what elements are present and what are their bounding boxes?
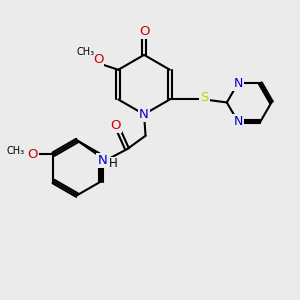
Text: O: O bbox=[139, 25, 149, 38]
Text: H: H bbox=[109, 158, 118, 170]
Text: CH₃: CH₃ bbox=[7, 146, 25, 156]
Text: N: N bbox=[139, 108, 149, 121]
Text: N: N bbox=[233, 76, 243, 90]
Text: S: S bbox=[200, 92, 209, 104]
Text: O: O bbox=[111, 119, 121, 132]
Text: O: O bbox=[93, 52, 104, 66]
Text: N: N bbox=[233, 115, 243, 128]
Text: O: O bbox=[27, 148, 38, 161]
Text: CH₃: CH₃ bbox=[76, 47, 95, 57]
Text: N: N bbox=[97, 154, 107, 167]
